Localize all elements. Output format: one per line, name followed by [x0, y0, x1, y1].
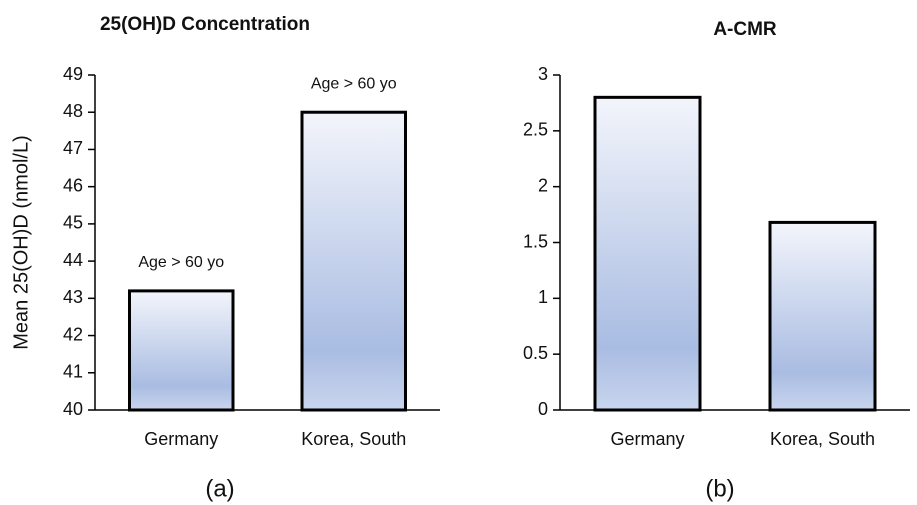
- bar: [593, 95, 702, 412]
- y-tick-label: 1: [538, 287, 548, 307]
- y-tick-label: 40: [63, 399, 83, 419]
- x-tick-label: Korea, South: [301, 429, 406, 449]
- y-tick-label: 43: [63, 287, 83, 307]
- x-tick-label: Germany: [610, 429, 684, 449]
- y-tick-label: 41: [63, 362, 83, 382]
- y-tick-label: 2: [538, 175, 548, 195]
- y-tick-label: 45: [63, 213, 83, 233]
- annotation: Age > 60 yo: [138, 254, 224, 271]
- chart-title: A-CMR: [713, 19, 777, 40]
- annotation: Age > 60 yo: [311, 75, 397, 92]
- bar: [768, 220, 877, 412]
- y-tick-label: 46: [63, 175, 83, 195]
- bar: [128, 289, 235, 412]
- caption: (a): [205, 475, 234, 502]
- y-tick-label: 3: [538, 64, 548, 84]
- chart-title: 25(OH)D Concentration: [100, 14, 310, 35]
- y-tick-label: 2.5: [523, 120, 548, 140]
- y-tick-label: 1.5: [523, 231, 548, 251]
- y-tick-label: 49: [63, 64, 83, 84]
- bar: [300, 110, 407, 412]
- y-tick-label: 0: [538, 399, 548, 419]
- y-tick-label: 42: [63, 324, 83, 344]
- y-axis-label: Mean 25(OH)D (nmol/L): [10, 135, 32, 350]
- x-tick-label: Korea, South: [770, 429, 875, 449]
- y-tick-label: 48: [63, 101, 83, 121]
- y-tick-label: 44: [63, 250, 83, 270]
- y-tick-label: 0.5: [523, 343, 548, 363]
- x-tick-label: Germany: [144, 429, 218, 449]
- caption: (b): [705, 475, 734, 502]
- y-tick-label: 47: [63, 138, 83, 158]
